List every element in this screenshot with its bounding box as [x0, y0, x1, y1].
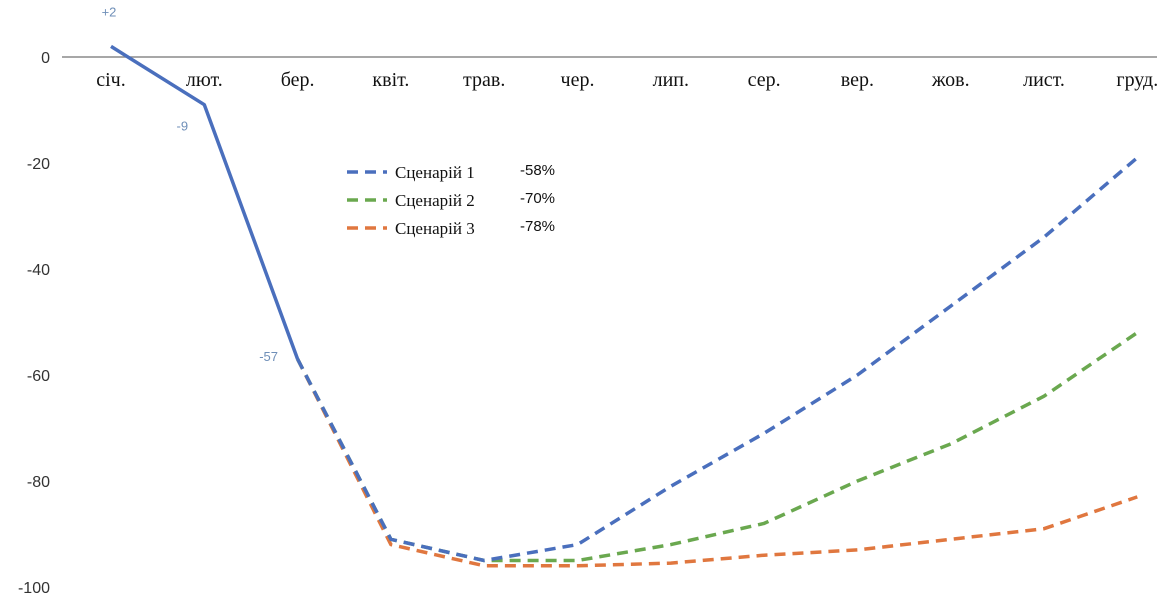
- data-label: +2: [102, 4, 117, 19]
- legend-percent: -78%: [520, 218, 555, 235]
- x-tick-label: сер.: [748, 69, 781, 91]
- legend-label: Сценарій 3: [395, 219, 475, 238]
- y-tick-label: -40: [27, 262, 50, 279]
- legend-percent: -58%: [520, 162, 555, 179]
- y-tick-label: -100: [18, 580, 50, 597]
- x-tick-label: лист.: [1023, 69, 1065, 91]
- y-tick-label: -80: [27, 474, 50, 491]
- x-tick-label: січ.: [96, 69, 126, 91]
- legend-label: Сценарій 1: [395, 163, 475, 182]
- x-tick-label: трав.: [463, 69, 505, 91]
- series-layer: [110, 44, 1139, 568]
- y-tick-label: -20: [27, 156, 50, 173]
- x-axis: січ. лют. бер. квіт. трав. чер. лип. сер. вер. жо…: [96, 69, 1157, 91]
- legend: Сценарій 1 -58% Сценарій 2 -70% Сценарій 3 -7…: [347, 162, 555, 238]
- data-labels: +2 -9 -57: [102, 4, 278, 364]
- actual-line: [110, 44, 300, 360]
- series-line-сценарій-2: [296, 331, 1139, 563]
- x-tick-label: жов.: [931, 69, 970, 91]
- series-line-сценарій-3: [296, 358, 1138, 568]
- legend-label: Сценарій 2: [395, 191, 475, 210]
- x-tick-label: лип.: [653, 69, 689, 91]
- x-tick-label: чер.: [561, 69, 595, 91]
- data-label: -57: [259, 349, 278, 364]
- x-tick-label: вер.: [841, 69, 874, 91]
- x-tick-label: лют.: [186, 69, 223, 91]
- y-axis: 0 -20 -40 -60 -80 -100: [18, 50, 50, 597]
- x-tick-label: груд.: [1116, 69, 1157, 91]
- data-label: -9: [177, 119, 189, 134]
- x-tick-label: квіт.: [372, 69, 409, 91]
- x-tick-label: бер.: [281, 69, 315, 91]
- y-tick-label: -60: [27, 368, 50, 385]
- y-tick-label: 0: [41, 50, 50, 67]
- legend-percent: -70%: [520, 190, 555, 207]
